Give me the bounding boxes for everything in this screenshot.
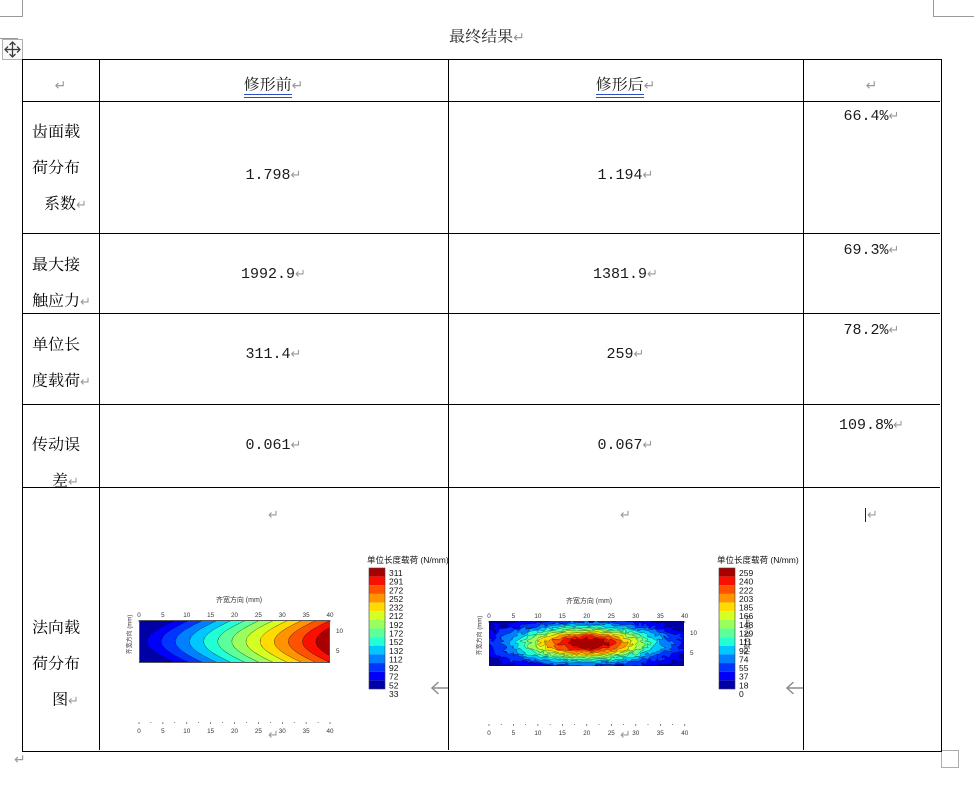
- svg-text:5: 5: [690, 650, 694, 657]
- svg-text:30: 30: [279, 612, 287, 619]
- svg-text:0: 0: [739, 689, 744, 699]
- svg-text:40: 40: [681, 613, 689, 620]
- svg-text:30: 30: [632, 730, 640, 737]
- svg-text:35: 35: [303, 728, 311, 735]
- svg-text:35: 35: [303, 612, 311, 619]
- svg-text:10: 10: [534, 730, 542, 737]
- svg-text:30: 30: [632, 613, 640, 620]
- svg-text:15: 15: [207, 612, 215, 619]
- svg-text:20: 20: [583, 613, 591, 620]
- svg-text:10: 10: [183, 612, 191, 619]
- svg-text:20: 20: [583, 730, 591, 737]
- svg-text:10: 10: [690, 630, 698, 637]
- svg-text:10: 10: [534, 613, 542, 620]
- svg-text:20: 20: [231, 728, 239, 735]
- svg-text:5: 5: [161, 612, 165, 619]
- svg-text:30: 30: [279, 728, 287, 735]
- svg-text:15: 15: [559, 613, 567, 620]
- svg-text:10: 10: [336, 628, 344, 635]
- svg-text:0: 0: [487, 613, 491, 620]
- svg-text:25: 25: [255, 612, 263, 619]
- svg-text:5: 5: [512, 613, 516, 620]
- svg-text:15: 15: [559, 730, 567, 737]
- svg-text:0: 0: [487, 730, 491, 737]
- svg-text:40: 40: [326, 728, 334, 735]
- svg-text:25: 25: [608, 730, 616, 737]
- svg-text:25: 25: [608, 613, 616, 620]
- svg-text:0: 0: [137, 728, 141, 735]
- svg-text:5: 5: [336, 648, 340, 655]
- svg-text:20: 20: [231, 612, 239, 619]
- svg-text:35: 35: [657, 613, 665, 620]
- svg-text:15: 15: [207, 728, 215, 735]
- svg-text:0: 0: [137, 612, 141, 619]
- svg-text:25: 25: [255, 728, 263, 735]
- svg-text:5: 5: [512, 730, 516, 737]
- svg-text:5: 5: [161, 728, 165, 735]
- svg-text:10: 10: [183, 728, 191, 735]
- svg-text:40: 40: [681, 730, 689, 737]
- svg-text:33: 33: [389, 689, 399, 699]
- svg-text:40: 40: [326, 612, 334, 619]
- svg-text:35: 35: [657, 730, 665, 737]
